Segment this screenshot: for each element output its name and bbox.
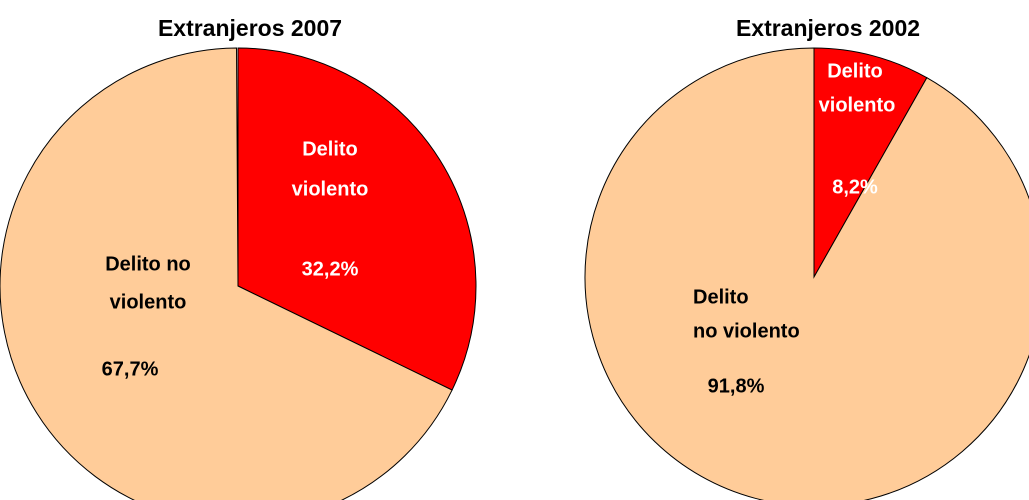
slice-label: violento (819, 94, 896, 116)
chart-title: Extranjeros 2002 (736, 15, 920, 41)
slice-label: Delito (827, 60, 883, 82)
pie-slice (0, 47, 453, 500)
value-label: 67,7% (102, 358, 159, 380)
chart-title: Extranjeros 2007 (158, 15, 342, 41)
value-label: 32,2% (302, 258, 359, 280)
pie-slice (584, 47, 1029, 500)
slice-label: violento (110, 291, 187, 313)
slice-label: Delito no (105, 253, 191, 275)
slice-label: Delito (302, 138, 358, 160)
value-label: 8,2% (832, 176, 878, 198)
pie-slice (813, 47, 928, 279)
slice-label: violento (292, 178, 369, 200)
value-label: 91,8% (708, 375, 765, 397)
pie-slice (237, 47, 477, 391)
slice-label: Delito (693, 286, 749, 308)
slice-label: no violento (693, 320, 800, 342)
